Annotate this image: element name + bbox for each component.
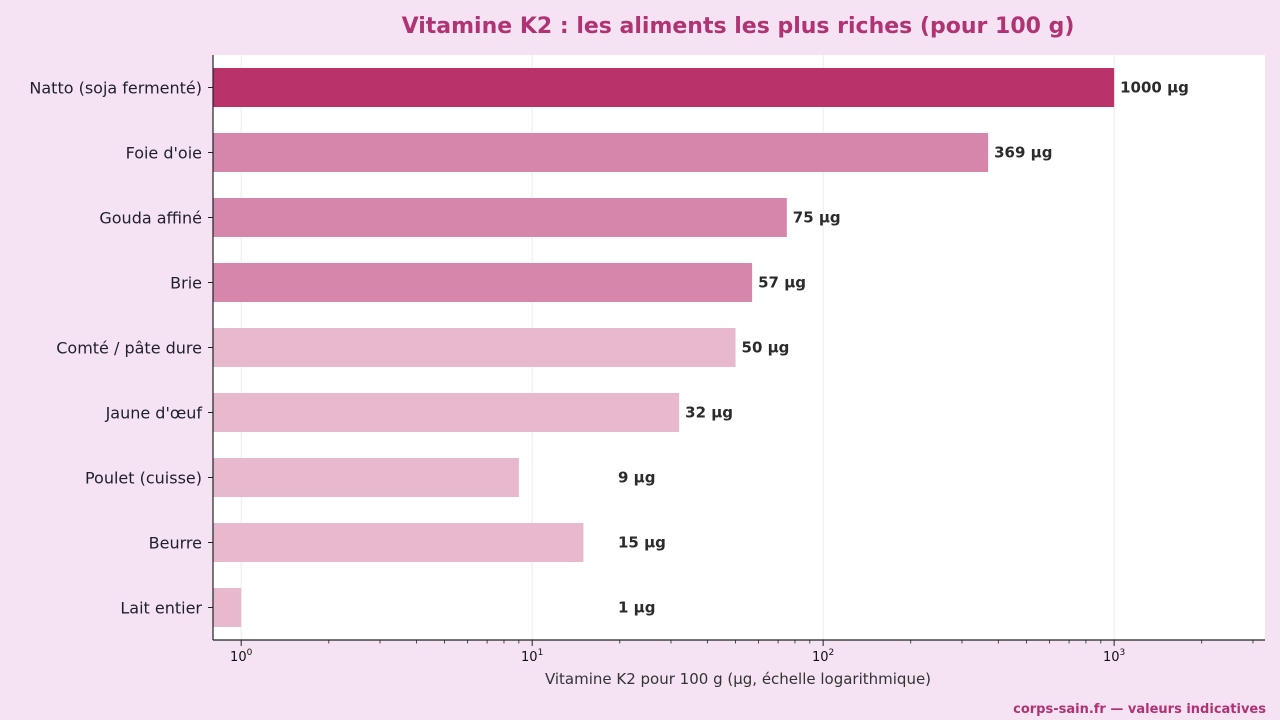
category-labels: Natto (soja fermenté) Foie d'oie Gouda aff… [29,79,213,618]
bar [213,68,1115,107]
x-tick-exponent: 1 [538,648,544,658]
x-tick-label: 102 [812,648,834,665]
x-tick-base: 10 [1103,650,1120,665]
x-tick-base: 10 [521,650,538,665]
bar [213,523,584,562]
chart-title: Vitamine K2 : les aliments les plus rich… [402,14,1075,39]
bar [213,588,242,627]
x-tick-base: 10 [812,650,829,665]
data-label: 15 µg [618,534,666,552]
x-axis-label: Vitamine K2 pour 100 g (µg, échelle loga… [545,670,931,688]
footer-note: corps-sain.fr — valeurs indicatives [1013,702,1266,717]
category-label: Beurre [149,534,202,553]
x-tick-exponent: 0 [247,648,253,658]
data-label: 1000 µg [1120,79,1189,97]
category-label: Comté / pâte dure [56,339,202,358]
x-tick-exponent: 2 [829,648,835,658]
category-label: Lait entier [120,599,202,618]
data-label: 57 µg [758,274,806,292]
category-label: Poulet (cuisse) [85,469,202,488]
bar [213,263,753,302]
x-tick-exponent: 3 [1120,648,1126,658]
data-label: 50 µg [742,339,790,357]
data-label: 32 µg [685,404,733,422]
category-label: Foie d'oie [126,144,202,163]
x-ticks: 100 101 102 103 [230,640,1254,665]
category-label: Brie [170,274,202,293]
bars [213,68,1115,627]
data-label: 9 µg [618,469,655,487]
data-label: 1 µg [618,599,655,617]
bar [213,458,519,497]
category-label: Natto (soja fermenté) [29,79,202,98]
data-label: 75 µg [793,209,841,227]
data-label: 369 µg [994,144,1052,162]
bar [213,198,787,237]
x-tick-label: 101 [521,648,543,665]
x-tick-base: 10 [230,650,247,665]
bar [213,328,736,367]
x-tick-label: 103 [1103,648,1125,665]
category-label: Jaune d'œuf [105,404,203,423]
bar [213,133,989,172]
value-labels: 1000 µg 369 µg 75 µg 57 µg 50 µg 32 µg 9 µg 15 … [618,79,1189,617]
category-label: Gouda affiné [99,209,202,228]
bar [213,393,680,432]
x-tick-label: 100 [230,648,253,665]
